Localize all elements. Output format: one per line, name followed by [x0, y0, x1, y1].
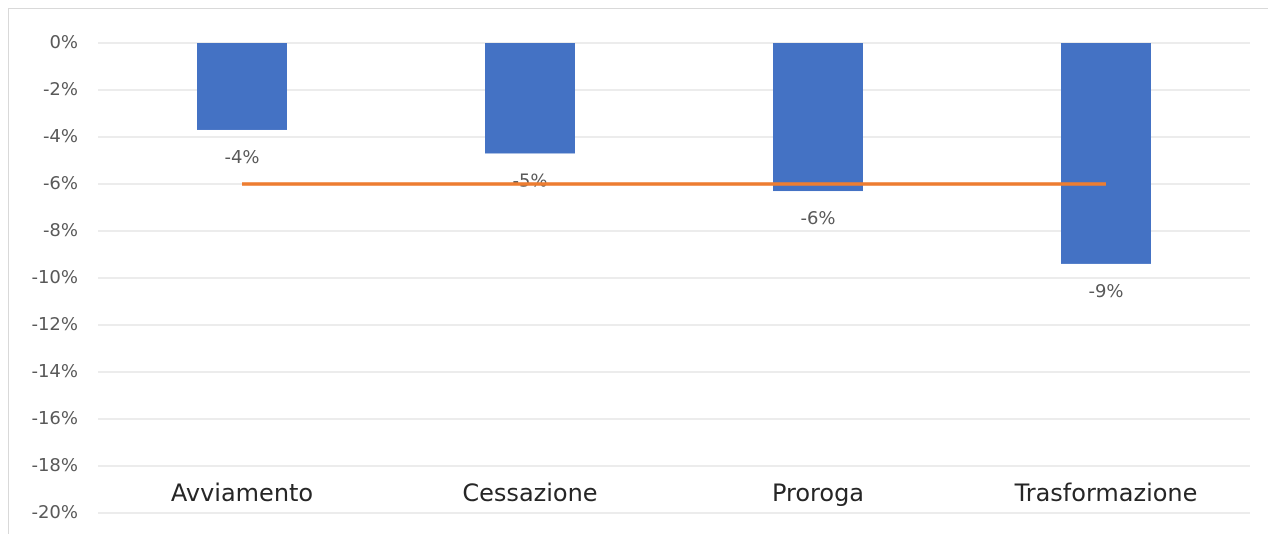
bar [197, 43, 287, 130]
data-label: -4% [224, 147, 259, 168]
x-tick-label: Avviamento [171, 479, 313, 507]
y-tick-label: -2% [43, 79, 78, 100]
y-tick-label: -12% [31, 314, 78, 335]
y-tick-label: -16% [31, 408, 78, 429]
x-tick-label: Trasformazione [1014, 479, 1198, 507]
y-tick-label: -8% [43, 220, 78, 241]
y-tick-label: -14% [31, 361, 78, 382]
x-tick-label: Proroga [772, 479, 864, 507]
y-tick-label: -4% [43, 126, 78, 147]
chart-frame [8, 8, 1268, 534]
data-label: -5% [512, 170, 547, 191]
data-label: -6% [800, 208, 835, 229]
y-tick-label: -18% [31, 455, 78, 476]
x-tick-label: Cessazione [462, 479, 597, 507]
data-label: -9% [1088, 281, 1123, 302]
y-tick-label: -10% [31, 267, 78, 288]
bar [485, 43, 575, 154]
y-tick-label: -6% [43, 173, 78, 194]
y-tick-label: 0% [49, 32, 78, 53]
bar [773, 43, 863, 192]
bar [1061, 43, 1151, 264]
y-tick-label: -20% [31, 502, 78, 523]
